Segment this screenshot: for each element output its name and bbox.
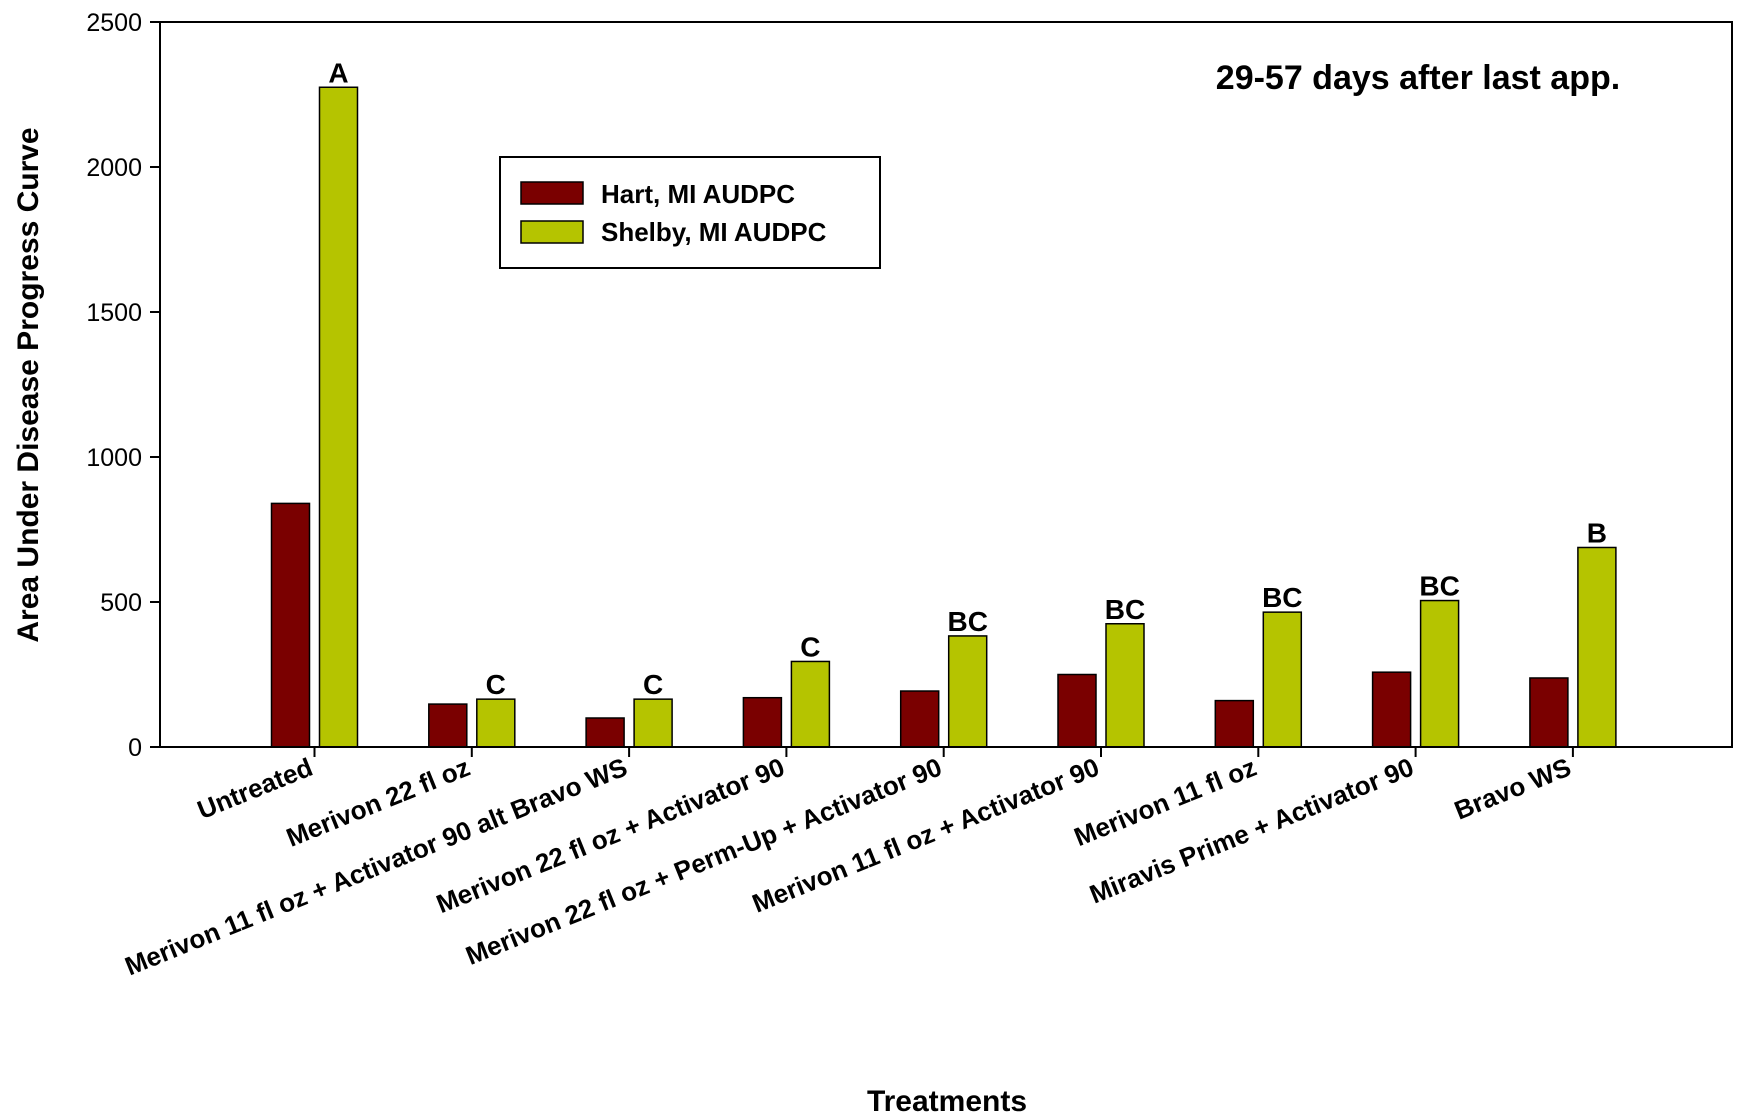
x-axis-title: Treatments [867, 1085, 1027, 1114]
significance-letter: C [800, 631, 820, 662]
bar-hart [1371, 671, 1412, 748]
y-tick-label: 1500 [86, 299, 142, 327]
bar-hart [1529, 677, 1569, 748]
bar-shelby [476, 698, 516, 748]
bar-hart [428, 703, 468, 748]
bar-hart [899, 690, 940, 748]
bar-shelby [1262, 611, 1303, 748]
significance-letter: BC [1262, 582, 1302, 613]
y-tick-label: 500 [100, 589, 142, 617]
annotation-text: 29-57 days after last app. [1216, 59, 1620, 97]
category-label: Untreated [193, 752, 317, 825]
significance-letter: B [1587, 517, 1607, 548]
bar-shelby [1419, 599, 1460, 748]
bar-shelby [318, 86, 359, 748]
bar-shelby [947, 635, 988, 748]
bar-hart [742, 696, 783, 748]
significance-letters: A C C C BC BC BC BC B [328, 57, 1607, 700]
legend-swatch-hart [520, 181, 584, 205]
y-tick-label: 1000 [86, 444, 142, 472]
significance-letter: BC [1419, 571, 1459, 602]
legend-label-hart: Hart, MI AUDPC [601, 179, 795, 209]
significance-letter: C [643, 669, 663, 700]
y-axis-title: Area Under Disease Progress Curve [12, 127, 45, 642]
bar-hart [1214, 699, 1255, 748]
legend-swatch-shelby [520, 220, 584, 244]
bars [270, 86, 1617, 748]
y-tick-label: 2000 [86, 154, 142, 182]
bar-shelby [790, 660, 831, 748]
plot-frame [159, 21, 1733, 748]
y-tick-label: 0 [128, 734, 142, 762]
y-axis-ticks: 0 500 1000 1500 2000 2500 [86, 9, 160, 762]
category-label: Bravo WS [1450, 752, 1575, 826]
legend-label-shelby: Shelby, MI AUDPC [601, 217, 827, 247]
legend-box [499, 156, 881, 269]
significance-letter: A [328, 57, 348, 88]
bar-hart [585, 717, 625, 748]
bar-shelby [1577, 546, 1617, 748]
bar-shelby [633, 698, 673, 748]
significance-letter: BC [947, 606, 987, 637]
legend: Hart, MI AUDPC Shelby, MI AUDPC [499, 156, 881, 269]
bar-hart [1057, 673, 1097, 748]
significance-letter: BC [1105, 594, 1145, 625]
bar-hart [270, 502, 311, 748]
bar-shelby [1105, 623, 1145, 748]
y-tick-label: 2500 [86, 9, 142, 37]
significance-letter: C [486, 669, 506, 700]
